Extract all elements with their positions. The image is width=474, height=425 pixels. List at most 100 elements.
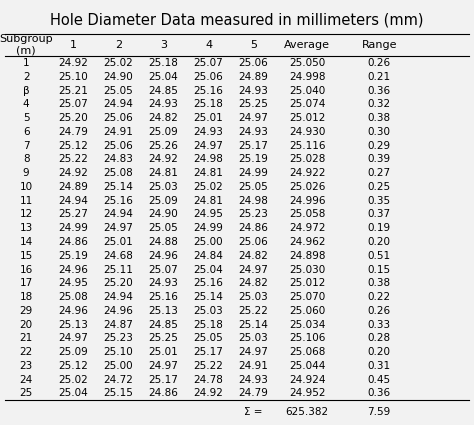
Text: 25.116: 25.116 xyxy=(289,141,326,150)
Text: 24.962: 24.962 xyxy=(289,237,326,247)
Text: 25.06: 25.06 xyxy=(239,237,268,247)
Text: 24.91: 24.91 xyxy=(103,127,134,137)
Text: 25.030: 25.030 xyxy=(289,264,325,275)
Text: 0.33: 0.33 xyxy=(368,320,391,330)
Text: 24.99: 24.99 xyxy=(58,223,89,233)
Text: Range: Range xyxy=(362,40,397,50)
Text: 25.18: 25.18 xyxy=(193,320,224,330)
Text: 29: 29 xyxy=(19,306,33,316)
Text: 24.95: 24.95 xyxy=(193,210,224,219)
Text: 25.06: 25.06 xyxy=(104,141,133,150)
Text: 25.05: 25.05 xyxy=(239,182,268,192)
Text: 0.26: 0.26 xyxy=(368,58,391,68)
Text: 25.15: 25.15 xyxy=(103,388,134,399)
Text: 25.18: 25.18 xyxy=(148,58,179,68)
Text: 24.952: 24.952 xyxy=(289,388,326,399)
Text: 24.922: 24.922 xyxy=(289,168,326,178)
Text: 24.97: 24.97 xyxy=(58,333,89,343)
Text: 25.05: 25.05 xyxy=(194,333,223,343)
Text: 25.06: 25.06 xyxy=(194,72,223,82)
Text: 24: 24 xyxy=(19,375,33,385)
Text: 7.59: 7.59 xyxy=(367,407,391,417)
Text: 25.01: 25.01 xyxy=(104,237,133,247)
Text: 25.068: 25.068 xyxy=(289,347,325,357)
Text: 0.20: 0.20 xyxy=(368,237,391,247)
Text: 25.20: 25.20 xyxy=(104,278,133,288)
Text: 7: 7 xyxy=(23,141,29,150)
Text: 25.10: 25.10 xyxy=(104,347,133,357)
Text: 24.92: 24.92 xyxy=(193,388,224,399)
Text: 24.78: 24.78 xyxy=(193,375,224,385)
Text: 24.97: 24.97 xyxy=(103,223,134,233)
Text: 0.45: 0.45 xyxy=(368,375,391,385)
Text: 24.82: 24.82 xyxy=(148,113,179,123)
Text: Hole Diameter Data measured in millimeters (mm): Hole Diameter Data measured in millimete… xyxy=(50,13,424,28)
Text: 24.94: 24.94 xyxy=(103,292,134,302)
Text: 24.96: 24.96 xyxy=(103,306,134,316)
Text: 3: 3 xyxy=(160,40,167,50)
Text: 25.19: 25.19 xyxy=(58,251,89,261)
Text: 25.12: 25.12 xyxy=(58,141,89,150)
Text: 24.99: 24.99 xyxy=(238,168,269,178)
Text: 25.16: 25.16 xyxy=(148,292,179,302)
Text: β: β xyxy=(23,85,29,96)
Text: 25.16: 25.16 xyxy=(193,85,224,96)
Text: 0.19: 0.19 xyxy=(368,223,391,233)
Text: 24.94: 24.94 xyxy=(103,210,134,219)
Text: 24.89: 24.89 xyxy=(58,182,89,192)
Text: 25.02: 25.02 xyxy=(59,375,88,385)
Text: 24.86: 24.86 xyxy=(58,237,89,247)
Text: 24.94: 24.94 xyxy=(58,196,89,206)
Text: 0.51: 0.51 xyxy=(368,251,391,261)
Text: 25.060: 25.060 xyxy=(289,306,325,316)
Text: 25.11: 25.11 xyxy=(103,264,134,275)
Text: 25.27: 25.27 xyxy=(58,210,89,219)
Text: 24.99: 24.99 xyxy=(193,223,224,233)
Text: 2: 2 xyxy=(23,72,29,82)
Text: 25.058: 25.058 xyxy=(289,210,325,219)
Text: 5: 5 xyxy=(250,40,257,50)
Text: 24.89: 24.89 xyxy=(238,72,269,82)
Text: 24.94: 24.94 xyxy=(103,99,134,109)
Text: 24.98: 24.98 xyxy=(238,196,269,206)
Text: 25.14: 25.14 xyxy=(238,320,269,330)
Text: 1: 1 xyxy=(23,58,29,68)
Text: 11: 11 xyxy=(19,196,33,206)
Text: 25.02: 25.02 xyxy=(104,58,133,68)
Text: 25.02: 25.02 xyxy=(194,182,223,192)
Text: 25.25: 25.25 xyxy=(238,99,269,109)
Text: 25.07: 25.07 xyxy=(149,264,178,275)
Text: 25.25: 25.25 xyxy=(148,333,179,343)
Text: 24.79: 24.79 xyxy=(58,127,89,137)
Text: 25.04: 25.04 xyxy=(59,388,88,399)
Text: 18: 18 xyxy=(19,292,33,302)
Text: 6: 6 xyxy=(23,127,29,137)
Text: 24.96: 24.96 xyxy=(58,264,89,275)
Text: 25.16: 25.16 xyxy=(193,278,224,288)
Text: 25.03: 25.03 xyxy=(239,292,268,302)
Text: 25.09: 25.09 xyxy=(149,196,178,206)
Text: 0.39: 0.39 xyxy=(368,154,391,164)
Text: 24.92: 24.92 xyxy=(58,168,89,178)
Text: 25.22: 25.22 xyxy=(58,154,89,164)
Text: 25.06: 25.06 xyxy=(104,113,133,123)
Text: 24.79: 24.79 xyxy=(238,388,269,399)
Text: 8: 8 xyxy=(23,154,29,164)
Text: 15: 15 xyxy=(19,251,33,261)
Text: 0.32: 0.32 xyxy=(368,99,391,109)
Text: 25.05: 25.05 xyxy=(149,223,178,233)
Text: 25.03: 25.03 xyxy=(149,182,178,192)
Text: 25.08: 25.08 xyxy=(104,168,133,178)
Text: 25.12: 25.12 xyxy=(58,361,89,371)
Text: 25: 25 xyxy=(19,388,33,399)
Text: 25.13: 25.13 xyxy=(148,306,179,316)
Text: 25.06: 25.06 xyxy=(239,58,268,68)
Text: 4: 4 xyxy=(23,99,29,109)
Text: 24.97: 24.97 xyxy=(238,113,269,123)
Text: 25.026: 25.026 xyxy=(289,182,325,192)
Text: 0.27: 0.27 xyxy=(368,168,391,178)
Text: 24.930: 24.930 xyxy=(289,127,325,137)
Text: 25.18: 25.18 xyxy=(193,99,224,109)
Text: 24.93: 24.93 xyxy=(193,127,224,137)
Text: 4: 4 xyxy=(205,40,212,50)
